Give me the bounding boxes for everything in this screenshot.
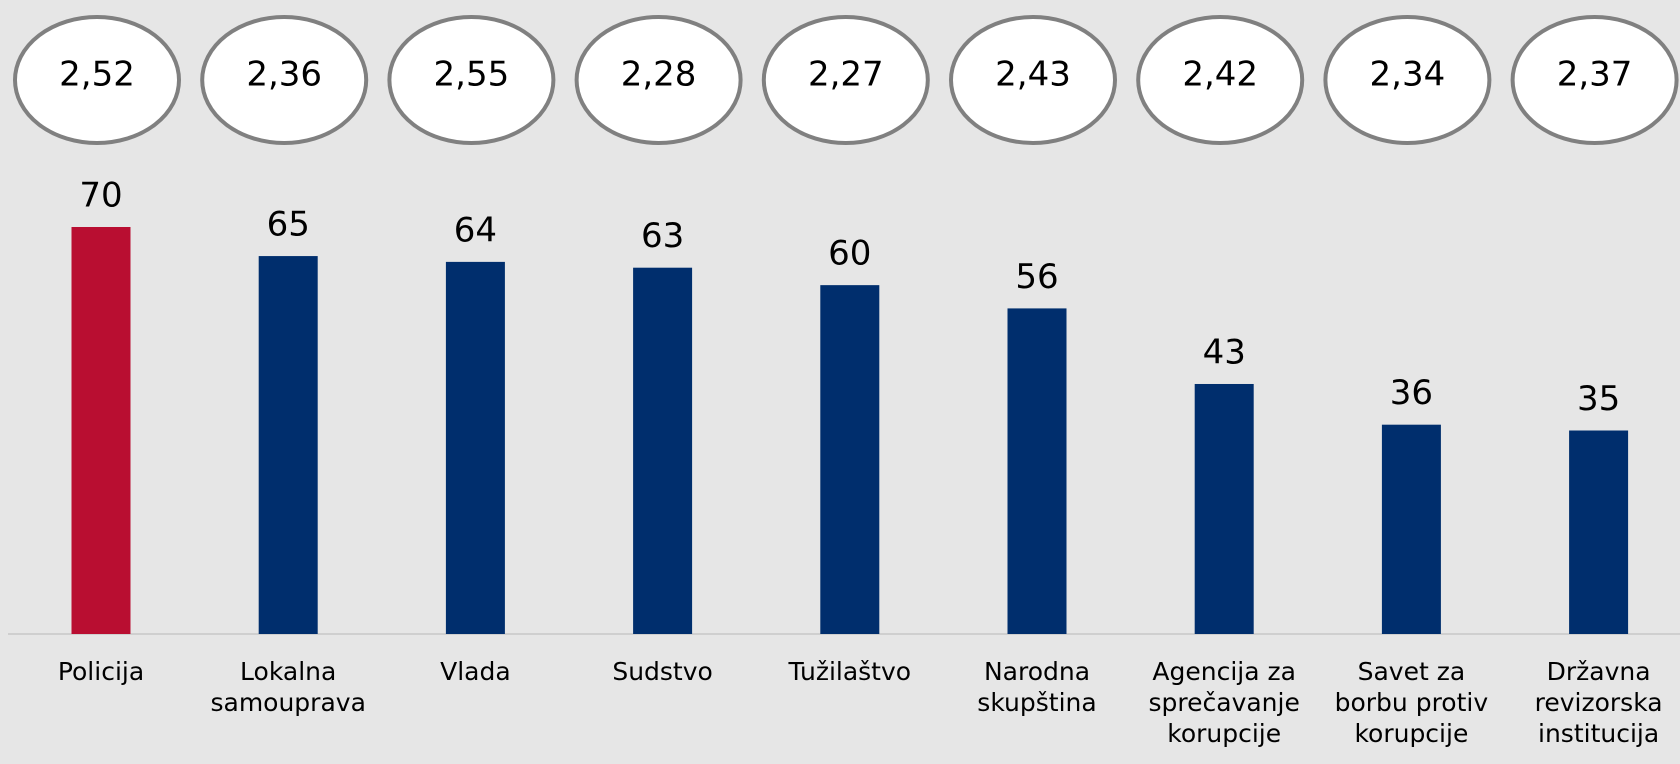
score-ellipse: [1136, 15, 1305, 145]
score-label: 2,43: [995, 55, 1071, 95]
score-label: 2,28: [621, 55, 697, 95]
value-label: 56: [1015, 257, 1058, 297]
x-tick-label: Državna revizorska institucija: [1534, 657, 1663, 748]
bar: [71, 227, 131, 634]
score-label: 2,55: [434, 55, 510, 95]
bar: [1007, 308, 1067, 634]
bar: [1381, 424, 1441, 634]
score-ellipse: [949, 15, 1117, 145]
bar: [1569, 430, 1629, 634]
x-tick-label: Sudstvo: [612, 657, 713, 686]
score-ellipse: [13, 15, 181, 145]
x-tick-label: Narodna skupština: [977, 657, 1097, 717]
score-label: 2,52: [59, 55, 135, 95]
value-label: 35: [1577, 379, 1620, 419]
bar: [820, 285, 880, 634]
value-label: 43: [1203, 332, 1246, 372]
score-label: 2,34: [1370, 55, 1446, 95]
x-tick-label: Policija: [57, 657, 145, 686]
value-label: 65: [267, 205, 310, 245]
score-ellipse: [387, 15, 556, 145]
bar: [258, 256, 318, 634]
score-ellipse: [1510, 15, 1679, 145]
value-label: 64: [454, 210, 497, 250]
score-ellipse: [761, 15, 930, 145]
score-ellipse: [200, 15, 369, 145]
x-tick-label: Tužilaštvo: [788, 657, 912, 686]
value-label: 70: [79, 176, 122, 216]
bar: [1194, 383, 1254, 634]
score-label: 2,36: [246, 55, 322, 95]
bar: [633, 267, 693, 634]
x-tick-label: Vlada: [440, 657, 511, 686]
score-label: 2,27: [808, 55, 884, 95]
score-label: 2,37: [1557, 55, 1633, 95]
value-label: 63: [641, 216, 684, 256]
value-label: 60: [828, 234, 871, 274]
score-ellipse: [574, 15, 743, 145]
score-label: 2,42: [1182, 55, 1258, 95]
x-tick-label: Savet za borbu protiv korupcije: [1334, 657, 1489, 748]
bar: [445, 261, 505, 634]
x-tick-label: Lokalna samouprava: [210, 657, 366, 717]
score-ellipse: [1323, 15, 1492, 145]
value-label: 36: [1390, 373, 1433, 413]
x-tick-label: Agencija za sprečavanje korupcije: [1148, 657, 1300, 748]
